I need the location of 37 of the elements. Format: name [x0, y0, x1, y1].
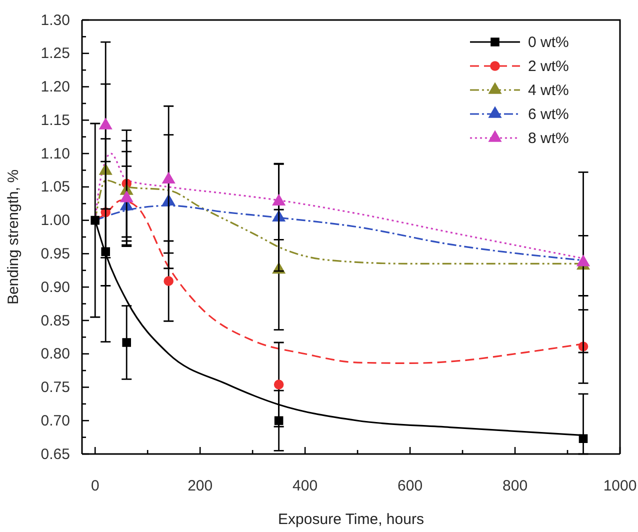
legend-label: 0 wt%	[528, 34, 569, 51]
y-tick-label: 0.80	[40, 346, 70, 363]
y-tick-label: 0.70	[40, 412, 70, 430]
x-tick-label: 800	[502, 478, 528, 495]
point	[578, 434, 588, 444]
legend-label: 2 wt%	[528, 58, 569, 75]
legend-label: 6 wt%	[528, 106, 569, 123]
y-tick-label: 0.65	[40, 446, 70, 463]
point	[274, 380, 284, 390]
y-tick-label: 1.20	[40, 78, 70, 96]
point	[99, 118, 112, 130]
y-tick-label: 0.95	[40, 245, 70, 262]
x-tick-label: 400	[292, 478, 318, 495]
point	[164, 276, 174, 286]
point	[162, 172, 176, 184]
x-axis-title: Exposure Time, hours	[278, 511, 424, 528]
y-tick-label: 1.15	[40, 112, 70, 129]
legend-label: 8 wt%	[528, 130, 569, 147]
y-tick-label: 0.85	[40, 312, 70, 330]
x-tick-label: 600	[398, 478, 423, 495]
point	[90, 216, 100, 225]
point	[120, 190, 134, 202]
x-tick-label: 0	[90, 478, 100, 495]
y-tick-label: 0.75	[40, 379, 70, 396]
y-tick-label: 1.05	[40, 178, 70, 196]
y-tick-label: 1.25	[40, 45, 70, 62]
x-tick-label: 1000	[603, 478, 637, 495]
x-tick-label: 200	[188, 478, 213, 495]
legend-label: 4 wt%	[528, 82, 569, 99]
y-tick-label: 1.30	[40, 12, 70, 29]
point	[272, 194, 286, 206]
point	[576, 255, 590, 266]
y-axis-title: Bending strength, %	[5, 169, 22, 305]
point	[122, 338, 132, 347]
y-tick-label: 1.10	[40, 145, 70, 162]
y-tick-label: 0.90	[40, 278, 70, 296]
y-tick-label: 1.00	[40, 212, 70, 230]
